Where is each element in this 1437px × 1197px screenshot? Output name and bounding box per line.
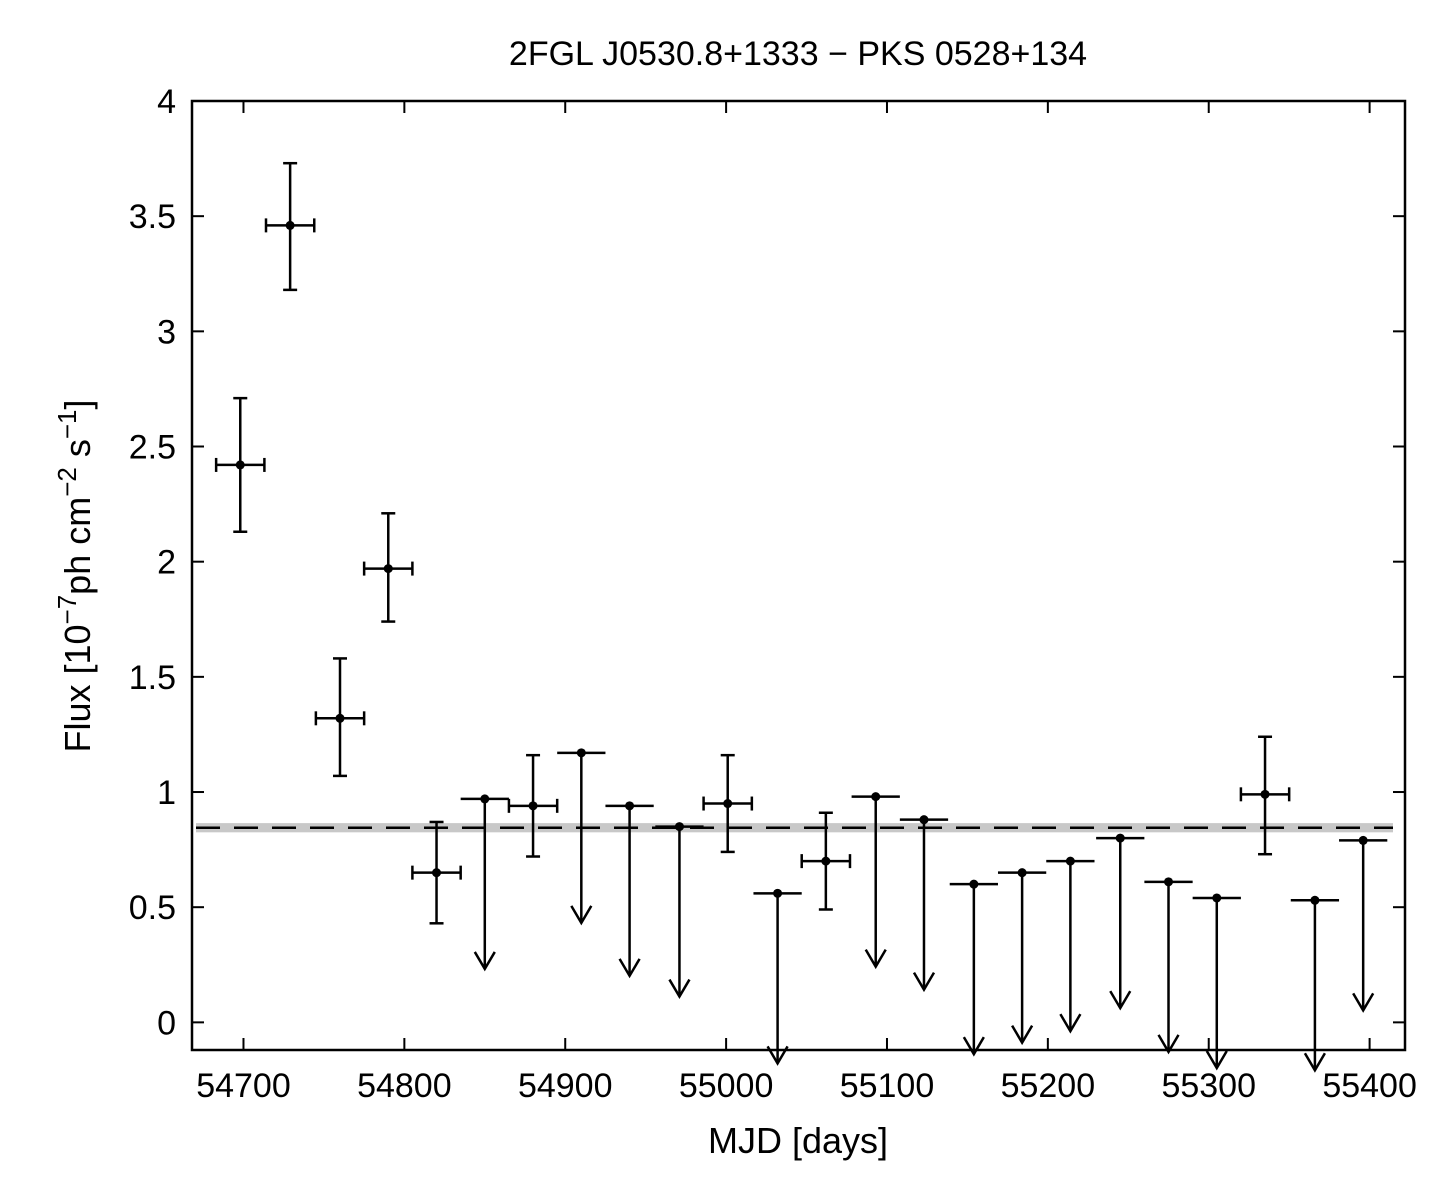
data-point (1260, 789, 1270, 799)
y-axis-label-superscript: −1 (52, 409, 82, 439)
upper-limit-arrow-head (864, 948, 887, 970)
data-point (1212, 893, 1222, 903)
upper-limit-arrow-head (962, 1036, 985, 1057)
upper-limit-arrow-head (1157, 1034, 1180, 1055)
detection-point (362, 512, 414, 623)
detection-point (800, 811, 852, 911)
y-tick-label: 1 (157, 774, 176, 812)
y-axis-label: Flux [10−7ph cm−2 s−1] (52, 399, 98, 752)
y-tick-label: 0 (157, 1004, 176, 1042)
upper-limit-arrow-head (618, 958, 641, 979)
y-tick-label: 0.5 (129, 889, 176, 927)
x-tick-label: 54900 (518, 1067, 613, 1105)
detection-point (264, 161, 316, 292)
data-point (383, 564, 393, 574)
x-axis-label: MJD [days] (708, 1120, 888, 1161)
x-tick-label: 55200 (1001, 1067, 1096, 1105)
upper-limit-arrow-head (766, 1045, 789, 1066)
x-tick-label: 55400 (1322, 1067, 1417, 1105)
upper-limit-point (1339, 835, 1388, 1013)
upper-limit-point (949, 879, 998, 1057)
y-axis-label-text: ] (57, 399, 98, 409)
x-tick-label: 55300 (1161, 1067, 1256, 1105)
y-tick-label: 2 (157, 544, 176, 582)
data-point (969, 879, 979, 889)
upper-limit-point (1046, 856, 1095, 1034)
detection-point (411, 820, 462, 925)
average-flux-band-layer (196, 823, 1393, 833)
data-point (528, 801, 538, 811)
upper-limit-point (557, 748, 606, 926)
data-point (1065, 856, 1075, 866)
data-point (625, 801, 635, 811)
data-point (674, 822, 684, 832)
y-tick-label: 4 (157, 83, 176, 121)
detection-point (214, 396, 266, 533)
upper-limit-point (899, 815, 949, 993)
y-axis-label-superscript: −7 (52, 595, 82, 625)
data-point (1310, 895, 1320, 905)
x-tick-label: 54800 (357, 1067, 452, 1105)
data-point (1358, 835, 1368, 845)
data-point (335, 713, 345, 723)
data-point (235, 460, 245, 470)
upper-limit-arrow-head (570, 905, 593, 926)
detection-point (1239, 735, 1291, 856)
upper-limit-arrow-head (473, 951, 496, 972)
upper-limit-point (1144, 877, 1193, 1055)
upper-limit-point (1192, 893, 1241, 1071)
plot-frame (190, 99, 1407, 1052)
axis-ticks-layer (192, 100, 1405, 1050)
upper-limit-arrow-head (1059, 1013, 1082, 1034)
axis-labels-layer: 54700 54800 54900 55000 55100 55200 55300 55400… (129, 83, 1417, 1105)
data-point (1115, 833, 1125, 843)
data-point (1017, 868, 1027, 878)
x-tick-label: 54700 (196, 1067, 291, 1105)
y-axis-label-superscript: −2 (52, 467, 82, 497)
upper-limit-point (851, 792, 900, 970)
y-tick-label: 3 (157, 313, 176, 351)
detection-point (507, 753, 559, 858)
data-point (821, 856, 831, 866)
data-point (480, 794, 490, 804)
data-point (576, 748, 586, 758)
upper-limit-arrow-head (1109, 990, 1132, 1011)
upper-limit-arrow-head (1303, 1052, 1326, 1073)
average-flux-band (196, 823, 1393, 833)
upper-limit-arrow-head (912, 972, 936, 993)
x-tick-label: 55100 (840, 1067, 935, 1105)
upper-limit-arrow-head (1205, 1050, 1228, 1071)
upper-limit-point (753, 888, 802, 1066)
upper-limit-arrow-head (1352, 992, 1375, 1013)
data-point (871, 792, 881, 802)
upper-limit-point (655, 822, 704, 1000)
data-point (285, 220, 295, 230)
upper-limit-point (1096, 833, 1145, 1011)
data-points-layer (214, 161, 1388, 1073)
detection-point (314, 657, 366, 778)
y-axis-label-text: s (57, 439, 98, 467)
detection-point (702, 753, 754, 854)
y-tick-label: 2.5 (129, 429, 176, 467)
upper-limit-point (1290, 895, 1340, 1073)
upper-limit-point (997, 868, 1047, 1046)
chart-title: 2FGL J0530.8+1333 − PKS 0528+134 (509, 35, 1087, 73)
data-point (1164, 877, 1174, 887)
upper-limit-point (605, 801, 654, 979)
y-tick-label: 1.5 (129, 659, 176, 697)
upper-limit-arrow-head (1011, 1025, 1034, 1046)
upper-limit-arrow-head (668, 978, 691, 1000)
y-axis-label-text: ph cm (57, 497, 98, 595)
data-point (919, 815, 929, 825)
upper-limit-point (460, 794, 509, 972)
x-tick-label: 55000 (679, 1067, 774, 1105)
y-axis-label-text: Flux [10 (57, 624, 98, 752)
data-point (723, 799, 733, 809)
y-tick-label: 3.5 (129, 198, 176, 236)
data-point (432, 868, 442, 878)
data-point (773, 888, 783, 898)
